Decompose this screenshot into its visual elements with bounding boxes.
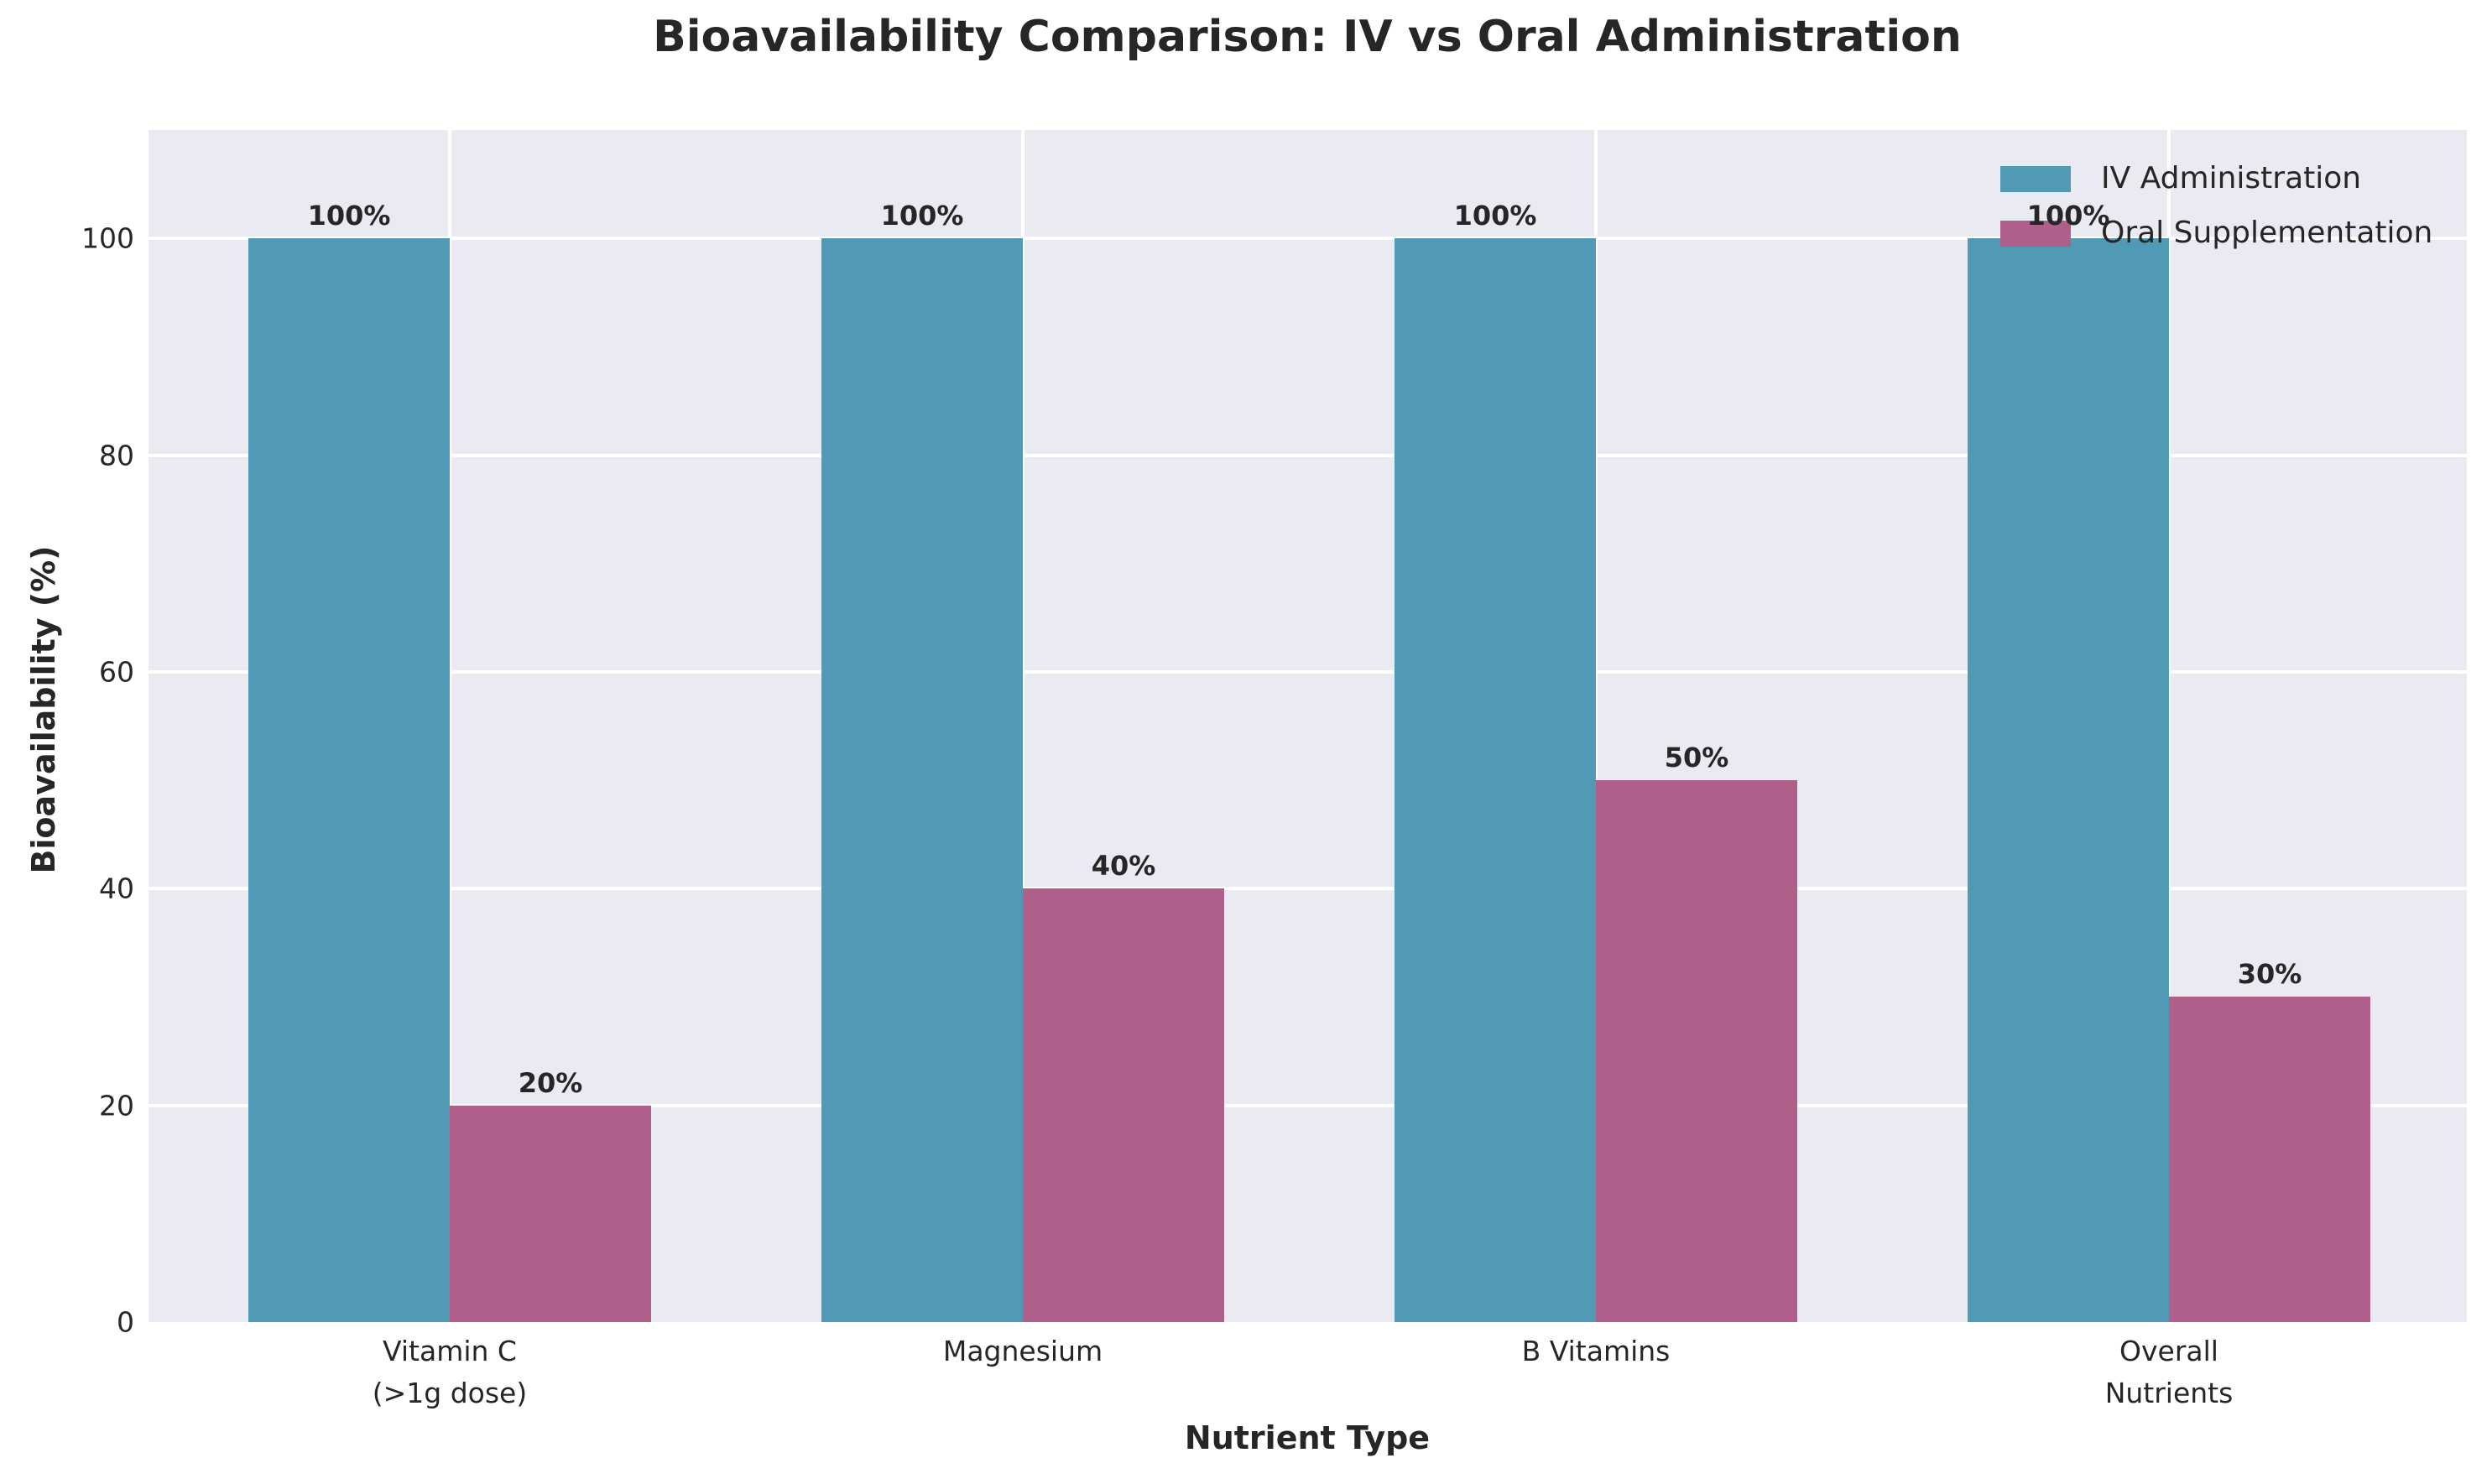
x-tick-label: Overall Nutrients [2104, 1335, 2234, 1409]
bar-value-label: 100% [2026, 200, 2110, 232]
legend-item-label: IV Administration [2101, 161, 2362, 195]
bar-value-label: 30% [2237, 958, 2302, 991]
y-tick-label: 0 [117, 1305, 134, 1339]
gridline-horizontal [149, 669, 2467, 674]
gridline-vertical [1594, 130, 1598, 1322]
legend-item-label: Oral Supplementation [2101, 216, 2433, 250]
bar-1-1 [1023, 888, 1224, 1322]
gridline-horizontal [149, 1103, 2467, 1107]
bar-0-3 [1968, 238, 2169, 1322]
bar-value-label: 100% [307, 200, 391, 232]
bar-1-2 [1596, 780, 1797, 1322]
bar-0-1 [821, 238, 1023, 1322]
gridline-vertical [2167, 130, 2171, 1322]
bar-0-2 [1395, 238, 1596, 1322]
bar-value-label: 100% [1453, 200, 1537, 232]
x-tick-label: B Vitamins [1521, 1335, 1671, 1367]
bar-value-label: 100% [880, 200, 964, 232]
y-tick-label: 40 [99, 872, 134, 905]
legend: IV Administration Oral Supplementation [2000, 161, 2432, 270]
gridline-horizontal [149, 887, 2467, 891]
legend-swatch-icon [2000, 220, 2071, 247]
gridline-horizontal [149, 237, 2467, 241]
y-tick-label: 20 [99, 1089, 134, 1122]
legend-item: Oral Supplementation [2000, 216, 2432, 251]
y-tick-label: 80 [99, 439, 134, 472]
bar-value-label: 20% [518, 1066, 583, 1099]
chart-title: Bioavailability Comparison: IV vs Oral A… [653, 12, 1962, 62]
legend-swatch-icon [2000, 165, 2071, 192]
gridline-horizontal [149, 453, 2467, 457]
gridline-vertical [448, 130, 451, 1322]
x-tick-label: Vitamin C (>1g dose) [372, 1335, 528, 1409]
y-axis-label: Bioavailability (%) [25, 545, 62, 874]
bar-value-label: 40% [1091, 850, 1156, 883]
bar-value-label: 50% [1664, 742, 1729, 774]
x-tick-label: Magnesium [942, 1335, 1103, 1367]
bar-1-0 [450, 1105, 651, 1322]
x-axis-label: Nutrient Type [1184, 1419, 1431, 1456]
bar-0-0 [248, 238, 450, 1322]
y-tick-label: 60 [99, 655, 134, 689]
legend-item: IV Administration [2000, 161, 2432, 196]
gridline-vertical [1021, 130, 1024, 1322]
bar-1-3 [2169, 997, 2370, 1322]
y-tick-label: 100 [81, 221, 134, 255]
